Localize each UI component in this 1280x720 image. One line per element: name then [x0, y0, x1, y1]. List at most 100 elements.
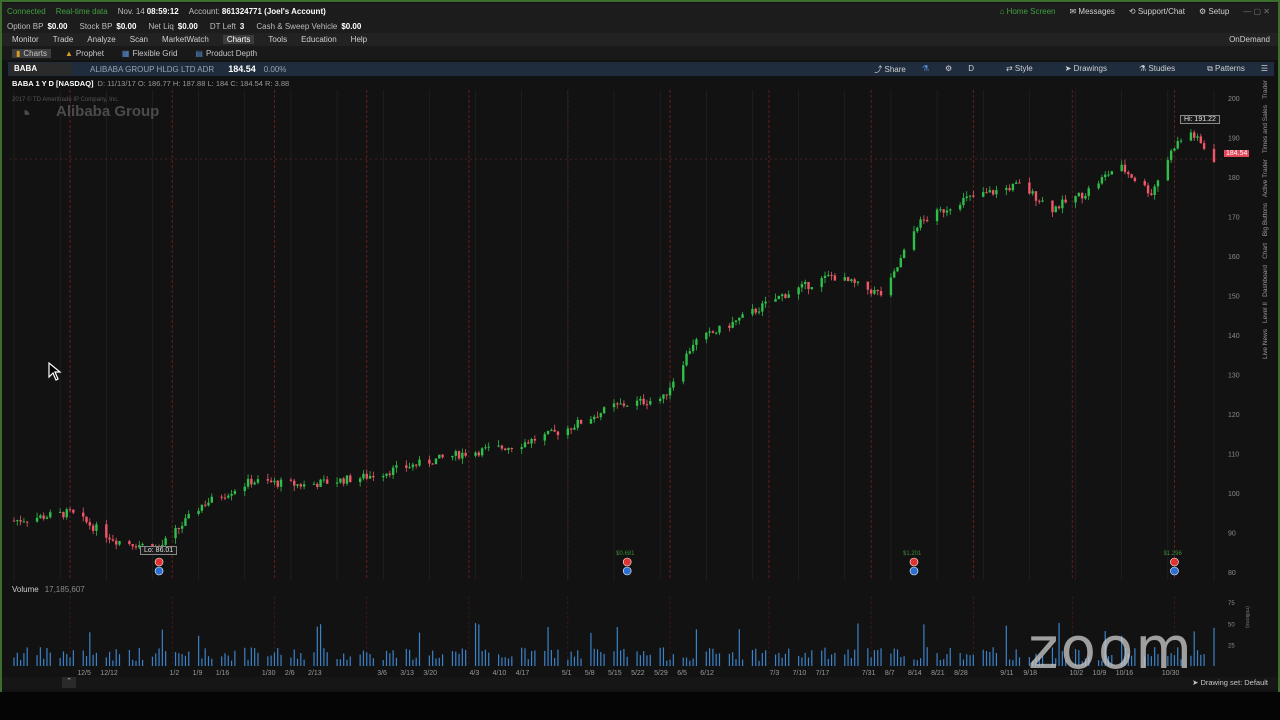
flask-icon[interactable]: ⚗	[921, 63, 930, 73]
x-tick-label: 1/16	[216, 670, 230, 677]
sidebar-tab-times-sales[interactable]: Times and Sales	[1262, 104, 1269, 154]
menu-marketwatch[interactable]: MarketWatch	[162, 35, 209, 44]
menu-help[interactable]: Help	[350, 35, 368, 44]
candle-body	[269, 480, 273, 483]
volume-bar	[1028, 657, 1030, 666]
sidebar-tab-dashboard[interactable]: Dashboard	[1262, 264, 1269, 297]
volume-bar	[230, 660, 233, 666]
volume-bar	[550, 649, 552, 666]
candle-body	[635, 400, 639, 406]
volume-bar	[362, 650, 365, 666]
candle-body	[1011, 183, 1015, 191]
volume-bar	[1065, 659, 1067, 666]
studies-button[interactable]: ⚗ Studies	[1139, 63, 1176, 73]
sidebar-tab-big-buttons[interactable]: Big Buttons	[1262, 203, 1269, 237]
sidebar-tab-chart[interactable]: Chart	[1262, 242, 1269, 259]
volume-bar	[1015, 649, 1017, 666]
ondemand-button[interactable]: OnDemand	[1229, 35, 1270, 44]
settings-icon[interactable]: ⚙	[945, 63, 953, 73]
menu-monitor[interactable]: Monitor	[12, 35, 39, 44]
chart-footer: ⌃ ➤ Drawing set: Default	[2, 677, 1278, 689]
timeframe-button[interactable]: D	[968, 63, 974, 73]
menu-scan[interactable]: Scan	[129, 35, 148, 44]
drawings-button[interactable]: ➤ Drawings	[1064, 63, 1107, 73]
candle-body	[550, 429, 553, 431]
candle-body	[266, 479, 270, 481]
candle-body	[91, 525, 95, 531]
volume-bar	[798, 655, 800, 666]
menu-icon[interactable]: ☰	[1260, 63, 1268, 73]
volume-chart[interactable]	[10, 596, 1222, 666]
price-chart[interactable]: $1.338$0.681$1.201$1.296	[10, 90, 1222, 580]
candle-body	[418, 459, 421, 466]
patterns-button[interactable]: ⧉ Patterns	[1207, 63, 1245, 73]
setup-button[interactable]: ⚙ Setup	[1198, 6, 1230, 16]
style-icon: ⇄	[1005, 63, 1015, 73]
candle-body	[764, 301, 767, 304]
balances-bar: Option BP $0.00 Stock BP $0.00 Net Liq $0.0…	[2, 19, 1278, 33]
sidebar-tab-live-news[interactable]: Live News	[1262, 329, 1269, 360]
candle-body	[734, 320, 738, 322]
account-value[interactable]: 861324771 (Joel's Account)	[221, 6, 326, 16]
menu-charts[interactable]: Charts	[222, 35, 255, 44]
messages-button[interactable]: ✉ Messages	[1069, 6, 1115, 16]
tab-flexible-grid[interactable]: ▦ Flexible Grid	[121, 48, 178, 58]
menu-trade[interactable]: Trade	[52, 35, 74, 44]
share-button[interactable]: ⤴ Share	[874, 64, 906, 74]
menu-analyze[interactable]: Analyze	[87, 35, 116, 44]
tab-charts[interactable]: ▮ Charts	[12, 48, 51, 58]
candle-body	[543, 434, 546, 441]
volume-bar	[903, 656, 905, 666]
style-button[interactable]: ⇄ Style	[1005, 63, 1033, 73]
logo-text: Alibaba Group	[56, 103, 160, 120]
volume-bar	[613, 651, 615, 666]
tab-product-depth[interactable]: ▤ Product Depth	[195, 48, 258, 58]
balance-label: Net Liq	[148, 21, 174, 31]
support-chat-button[interactable]: ⟲ Support/Chat	[1128, 6, 1185, 16]
volume-bar	[296, 658, 299, 666]
dividend-label: $1.201	[903, 551, 922, 557]
volume-bar	[1012, 660, 1014, 666]
candle-body	[322, 479, 326, 481]
volume-bar	[323, 648, 325, 666]
volume-bar	[481, 651, 483, 666]
sidebar-tab-level-ii[interactable]: Level II	[1262, 302, 1269, 324]
symbol-watermark: 2017 © TD Ameritrade IP Company, Inc. ◔ …	[12, 97, 182, 129]
drawing-set-selector[interactable]: ➤ Drawing set: Default	[1192, 678, 1268, 687]
tab-prophet[interactable]: ▲ Prophet	[64, 48, 104, 58]
candle-body	[991, 190, 995, 195]
menu-tools[interactable]: Tools	[268, 35, 288, 44]
volume-bar	[198, 635, 200, 666]
collapse-icon[interactable]: ⌃	[62, 677, 76, 688]
candle-body	[19, 520, 22, 522]
volume-bar	[774, 654, 777, 666]
window-controls[interactable]: — ▢ ✕	[1243, 6, 1270, 16]
price-axis[interactable]: 80 90 100 110 120 130 140 150 160 170 180 190 200	[1222, 90, 1256, 580]
volume-bar	[224, 653, 226, 666]
volume-bar	[877, 650, 879, 666]
time-axis: 12/5 12/12 1/2 1/9 1/16 1/30 2/6 2/13 3/6 3/13 3/2…	[10, 667, 1222, 677]
menu-education[interactable]: Education	[301, 35, 337, 44]
volume-bar	[141, 659, 144, 666]
ohlc-values: D: 11/13/17 O: 186.77 H: 187.88 L: 184 C…	[97, 79, 290, 88]
volume-bar	[1196, 650, 1199, 666]
candle-body	[204, 504, 207, 506]
candle-body	[995, 190, 998, 195]
candle-body	[682, 365, 685, 382]
home-screen-button[interactable]: ⌂ Home Screen	[999, 6, 1056, 16]
sidebar-tab-active-trader[interactable]: Active Trader	[1262, 159, 1269, 198]
candle-body	[705, 332, 708, 340]
sidebar-tab-trader[interactable]: Trader	[1262, 80, 1269, 99]
volume-bar	[689, 660, 691, 666]
candle-body	[761, 303, 764, 312]
volume-bar	[511, 656, 513, 666]
volume-bar	[257, 652, 259, 666]
volume-bar	[227, 655, 229, 666]
x-tick-label: 12/12	[100, 670, 118, 677]
x-tick-label: 5/8	[585, 670, 595, 677]
candle-body	[1008, 188, 1011, 191]
volume-bar	[319, 624, 322, 666]
volume-bar	[62, 651, 65, 666]
symbol-input[interactable]: BABA	[10, 63, 72, 75]
volume-bar	[277, 648, 279, 666]
